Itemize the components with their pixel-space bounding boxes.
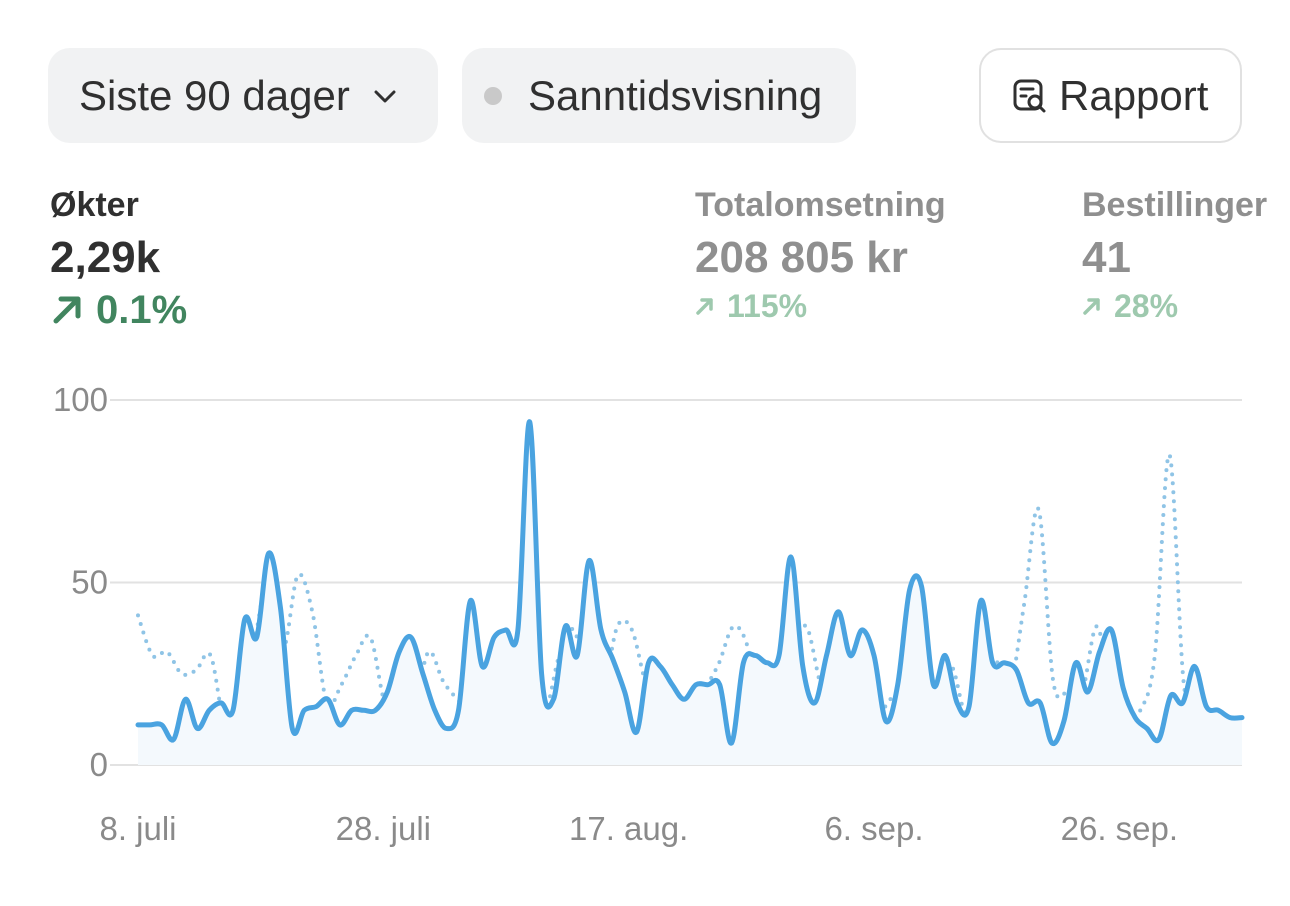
metric-change-value: 0.1% [96,288,188,332]
x-tick-label-0: 8. juli [99,810,176,847]
y-tick-label-2: 100 [53,381,108,418]
report-search-icon [1013,79,1046,112]
metric-orders[interactable]: Bestillinger 41 28% [1082,188,1267,322]
metric-change: 115% [695,290,946,322]
report-button[interactable]: Rapport [979,48,1242,143]
metric-label: Bestillinger [1082,186,1268,224]
report-label: Rapport [1059,71,1209,119]
series-line-solid [135,419,1245,747]
status-dot-icon [484,86,502,105]
sessions-line-chart: 0 50 100 8. juli 28. juli 17. aug. 6. sep. 26.… [53,381,1245,847]
y-tick-label-1: 50 [71,564,108,601]
metric-change-value: 115% [727,288,808,324]
chevron-down-icon [374,90,396,102]
x-tick-label-4: 26. sep. [1061,810,1178,847]
metric-change-value: 28% [1114,288,1179,324]
x-tick-label-3: 6. sep. [824,810,923,847]
date-range-dropdown[interactable]: Siste 90 dager [48,48,438,143]
metric-label: Totalomsetning [695,186,946,224]
live-view-button[interactable]: Sanntidsvisning [462,48,856,143]
arrow-up-right-icon [696,298,713,315]
metric-value: 208 805 kr [695,233,908,282]
metric-change: 0.1% [50,290,187,330]
date-range-label: Siste 90 dager [79,71,350,119]
metric-value: 2,29k [50,233,161,282]
metric-change: 28% [1082,290,1267,322]
arrow-up-right-icon [1083,298,1100,315]
metric-label: Økter [50,186,139,224]
metric-total-sales[interactable]: Totalomsetning 208 805 kr 115% [695,188,946,322]
metric-sessions[interactable]: Økter 2,29k 0.1% [50,188,187,330]
arrow-up-right-icon [53,296,81,324]
x-tick-label-2: 17. aug. [569,810,688,847]
metric-value: 41 [1082,233,1131,282]
y-tick-label-0: 0 [90,746,108,783]
live-view-label: Sanntidsvisning [528,71,823,119]
series-area-solid [138,421,1242,765]
x-tick-label-1: 28. juli [336,810,431,847]
